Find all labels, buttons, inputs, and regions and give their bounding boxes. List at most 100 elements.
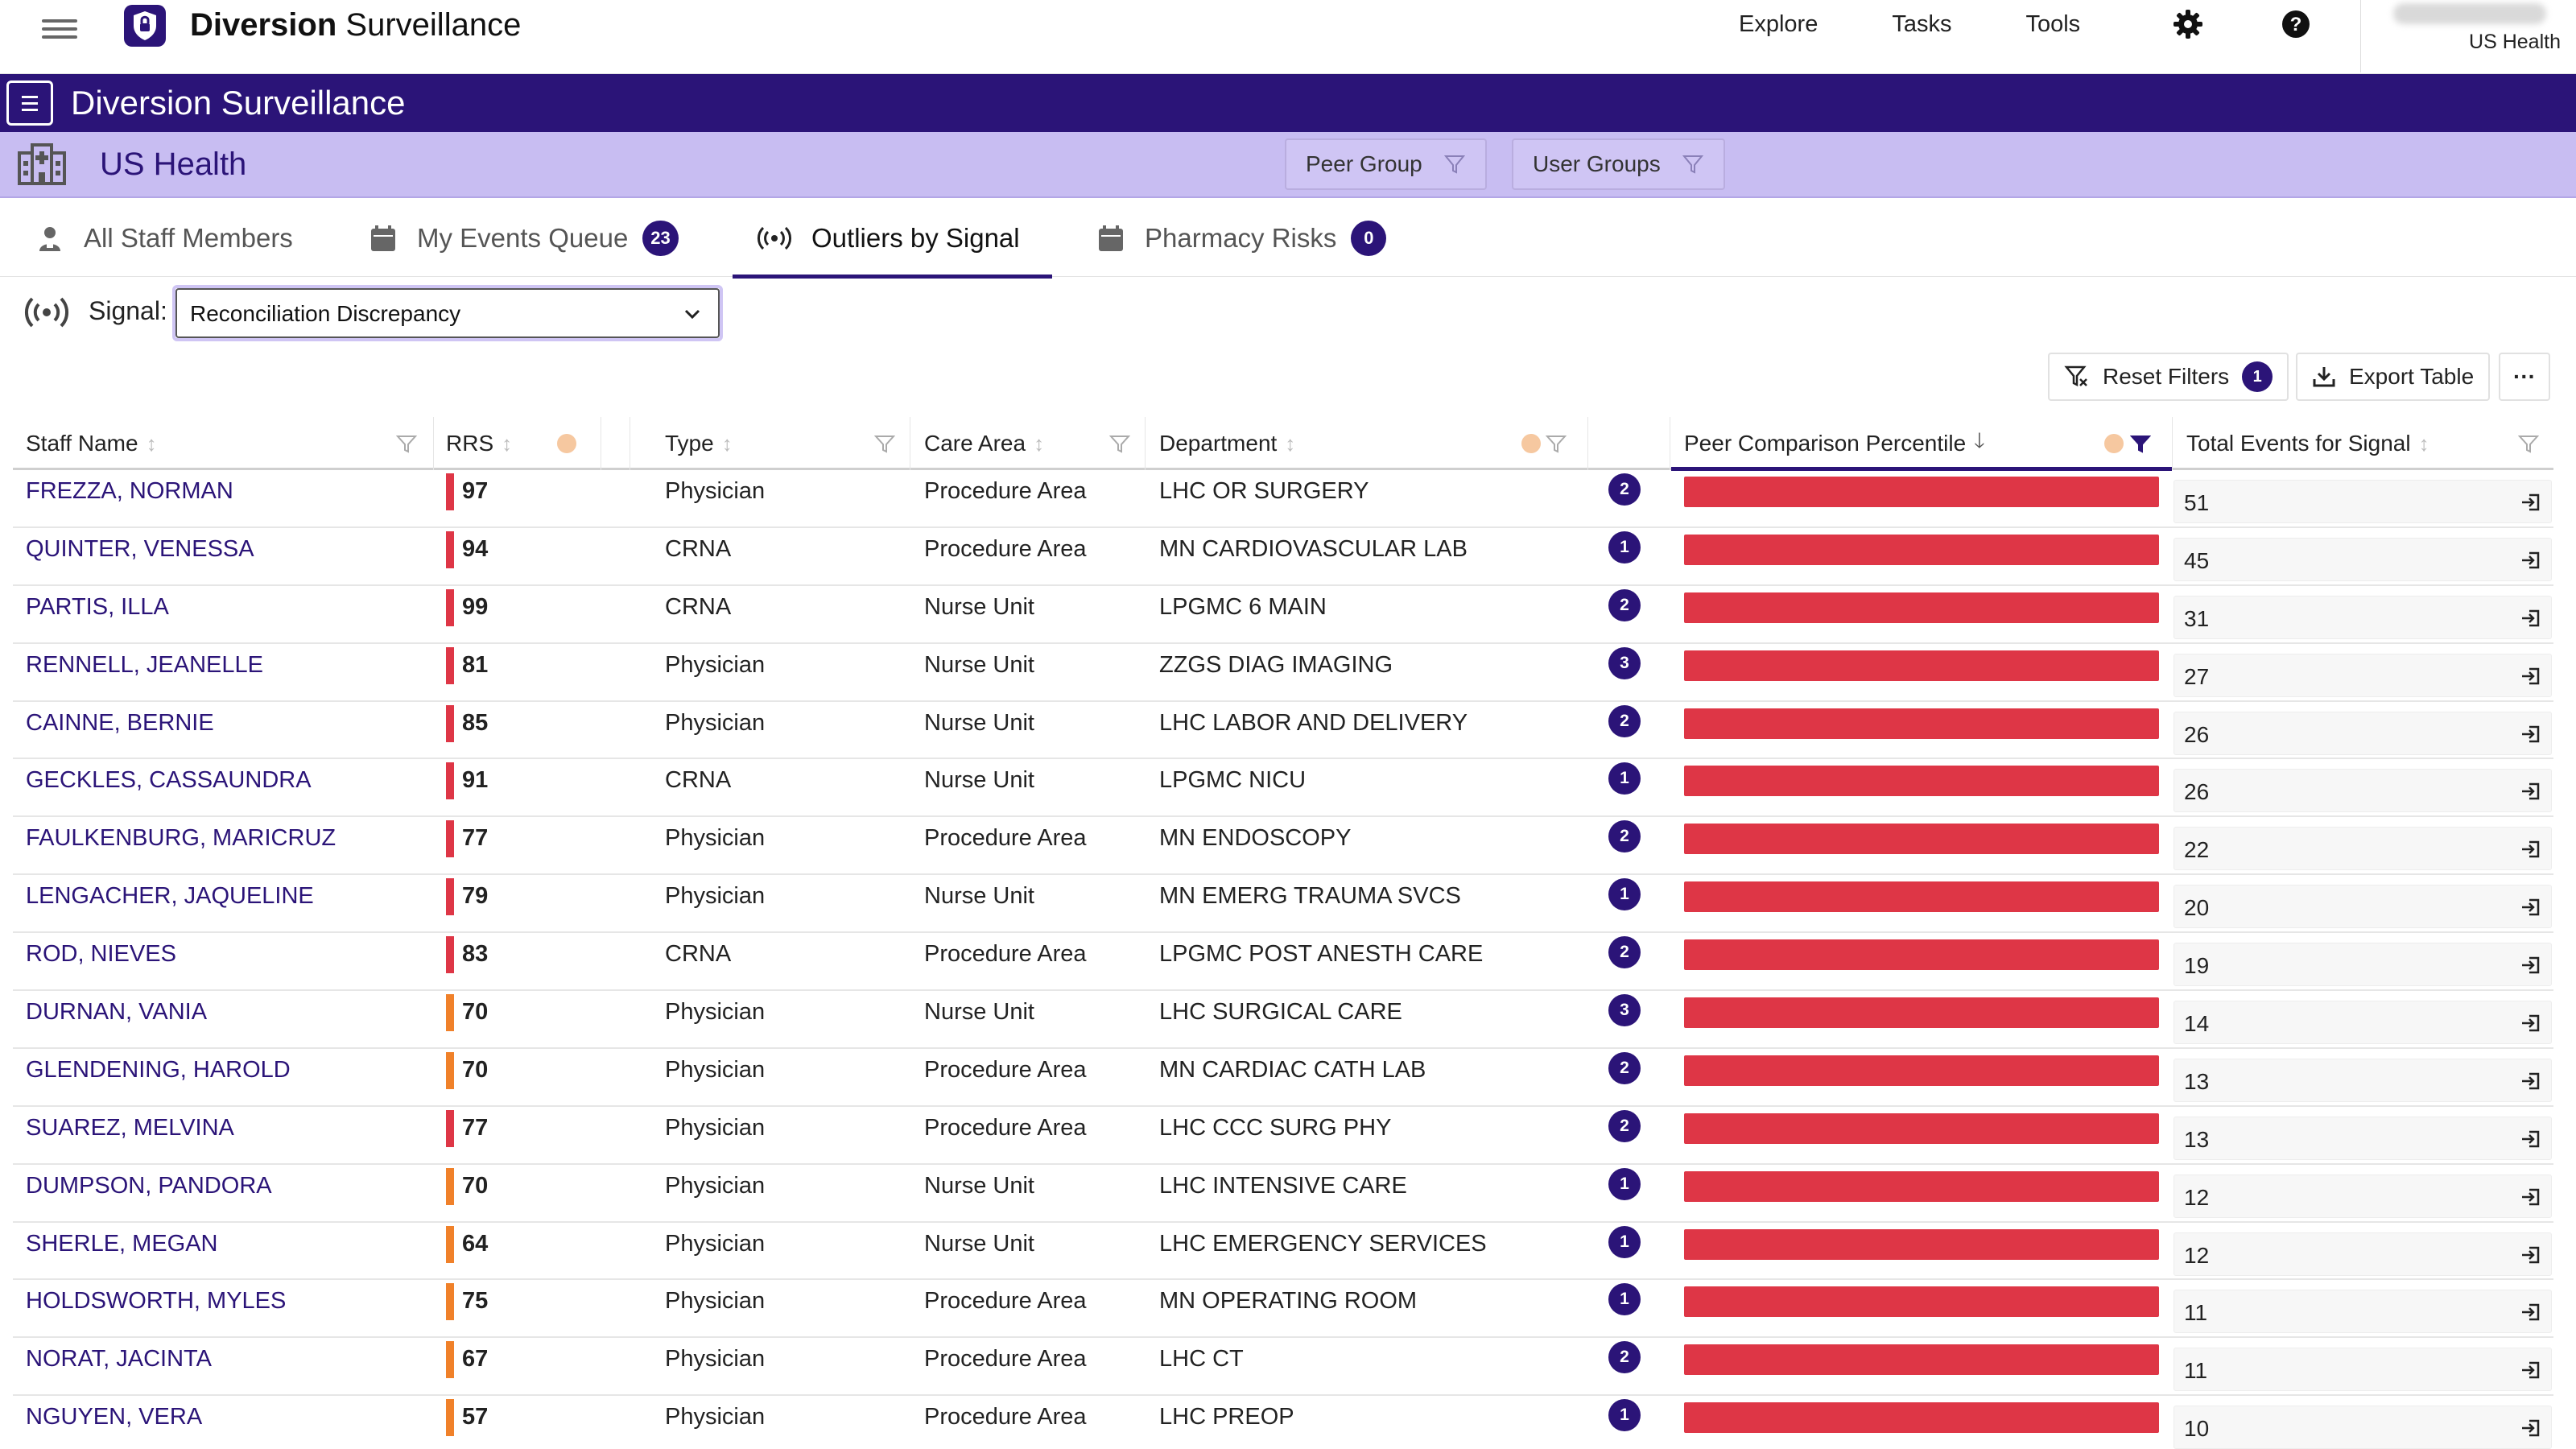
user-groups-label: User Groups: [1533, 151, 1661, 176]
open-details-icon[interactable]: [2519, 1069, 2543, 1093]
total-events-value: 22: [2184, 837, 2210, 863]
nav-tasks[interactable]: Tasks: [1892, 10, 1952, 37]
column-filter-icon[interactable]: [2518, 434, 2539, 455]
open-details-icon[interactable]: [2519, 1416, 2543, 1440]
open-details-icon[interactable]: [2519, 1185, 2543, 1209]
peer-group-filter[interactable]: Peer Group: [1285, 138, 1487, 190]
open-details-icon[interactable]: [2519, 664, 2543, 688]
col-total-events-for-signal[interactable]: Total Events for Signal ↕: [2174, 417, 2429, 470]
active-filter-icon[interactable]: [2130, 434, 2151, 455]
gear-icon[interactable]: [2170, 6, 2206, 42]
total-events-cell: 13: [2174, 1116, 2552, 1160]
peer-percentile-bar: [1684, 1170, 2159, 1202]
staff-name-link[interactable]: CAINNE, BERNIE: [26, 709, 214, 736]
open-details-icon[interactable]: [2519, 895, 2543, 919]
total-events-value: 27: [2184, 663, 2210, 689]
open-details-icon[interactable]: [2519, 1243, 2543, 1267]
open-details-icon[interactable]: [2519, 548, 2543, 572]
staff-name-link[interactable]: SHERLE, MEGAN: [26, 1230, 218, 1257]
signal-count-badge: 1: [1608, 762, 1641, 795]
total-events-cell: 45: [2174, 537, 2552, 581]
open-details-icon[interactable]: [2519, 1358, 2543, 1382]
hamburger-menu-icon[interactable]: [42, 14, 77, 43]
signal-dropdown[interactable]: Reconciliation Discrepancy: [172, 285, 723, 341]
staff-name-link[interactable]: FREZZA, NORMAN: [26, 478, 233, 504]
info-icon[interactable]: [2104, 434, 2124, 453]
department: MN CARDIOVASCULAR LAB: [1159, 535, 1468, 562]
care-area: Procedure Area: [924, 1404, 1087, 1430]
rrs-value: 70: [462, 999, 489, 1026]
tab-outliers-by-signal[interactable]: Outliers by Signal: [733, 200, 1052, 279]
staff-name-link[interactable]: PARTIS, ILLA: [26, 593, 169, 620]
open-details-icon[interactable]: [2519, 722, 2543, 746]
peer-percentile-bar: [1684, 592, 2159, 623]
open-details-icon[interactable]: [2519, 953, 2543, 977]
column-filter-icon[interactable]: [1546, 434, 1567, 455]
col-staff-name[interactable]: Staff Name ↕: [13, 417, 157, 470]
user-groups-filter[interactable]: User Groups: [1512, 138, 1725, 190]
open-details-icon[interactable]: [2519, 606, 2543, 630]
staff-name-link[interactable]: GECKLES, CASSAUNDRA: [26, 767, 312, 794]
nav-explore[interactable]: Explore: [1739, 10, 1818, 37]
info-icon[interactable]: [1521, 434, 1541, 453]
help-icon[interactable]: ?: [2278, 6, 2314, 42]
open-details-icon[interactable]: [2519, 1011, 2543, 1035]
open-details-icon[interactable]: [2519, 779, 2543, 803]
staff-name-link[interactable]: GLENDENING, HAROLD: [26, 1056, 291, 1083]
info-icon[interactable]: [557, 434, 576, 453]
staff-type: Physician: [665, 1346, 766, 1373]
staff-name-link[interactable]: NGUYEN, VERA: [26, 1404, 203, 1430]
column-filter-icon[interactable]: [874, 434, 895, 455]
col-label: Department: [1159, 431, 1278, 456]
care-area: Nurse Unit: [924, 999, 1034, 1026]
side-menu-button[interactable]: [6, 80, 53, 126]
staff-name-link[interactable]: NORAT, JACINTA: [26, 1346, 212, 1373]
nav-tools[interactable]: Tools: [2025, 10, 2081, 37]
column-filter-icon[interactable]: [396, 434, 417, 455]
open-details-icon[interactable]: [2519, 490, 2543, 514]
tab-label: Outliers by Signal: [811, 223, 1020, 253]
open-details-icon[interactable]: [2519, 1127, 2543, 1151]
staff-name-link[interactable]: QUINTER, VENESSA: [26, 535, 254, 562]
col-department[interactable]: Department ↕: [1146, 417, 1295, 470]
staff-name-link[interactable]: RENNELL, JEANELLE: [26, 651, 263, 678]
total-events-value: 11: [2184, 1358, 2208, 1384]
more-options-button[interactable]: ···: [2499, 353, 2550, 401]
col-rrs[interactable]: RRS ↕: [433, 417, 512, 470]
open-details-icon[interactable]: [2519, 1300, 2543, 1324]
col-type[interactable]: Type ↕: [652, 417, 733, 470]
peer-percentile-bar: [1684, 708, 2159, 739]
signal-icon: [24, 297, 69, 328]
rrs-value: 75: [462, 1288, 489, 1315]
staff-name-link[interactable]: ROD, NIEVES: [26, 941, 176, 968]
staff-name-link[interactable]: HOLDSWORTH, MYLES: [26, 1288, 287, 1315]
tab-my-events-queue[interactable]: My Events Queue 23: [369, 200, 679, 277]
signal-count-badge: 1: [1608, 1283, 1641, 1316]
column-filter-icon[interactable]: [1109, 434, 1130, 455]
col-peer-comparison-percentile[interactable]: Peer Comparison Percentile 🡓: [1671, 417, 1985, 470]
staff-name-link[interactable]: FAULKENBURG, MARICRUZ: [26, 825, 336, 852]
outliers-table: Staff Name ↕ RRS ↕ Type ↕ Care Area ↕ Depart…: [13, 417, 2553, 1449]
staff-type: CRNA: [665, 593, 732, 620]
more-options-icon: ···: [2513, 364, 2536, 389]
rrs-risk-indicator: [446, 1051, 454, 1089]
user-menu[interactable]: US Health: [2360, 0, 2576, 72]
staff-name-link[interactable]: SUAREZ, MELVINA: [26, 1114, 234, 1141]
top-nav: Explore Tasks Tools: [1739, 8, 2154, 40]
rrs-value: 91: [462, 767, 489, 794]
table-row: DUMPSON, PANDORA 70 Physician Nurse Unit…: [13, 1165, 2553, 1223]
total-events-value: 19: [2184, 953, 2210, 979]
staff-type: Physician: [665, 478, 766, 504]
staff-name-link[interactable]: DURNAN, VANIA: [26, 999, 208, 1026]
department: LPGMC POST ANESTH CARE: [1159, 941, 1484, 968]
open-details-icon[interactable]: [2519, 837, 2543, 861]
staff-name-link[interactable]: DUMPSON, PANDORA: [26, 1172, 272, 1199]
tab-pharmacy-risks[interactable]: Pharmacy Risks 0: [1096, 200, 1387, 277]
svg-text:?: ?: [2290, 14, 2302, 35]
tab-all-staff-members[interactable]: All Staff Members: [35, 200, 293, 277]
reset-filters-button[interactable]: Reset Filters 1: [2048, 353, 2289, 401]
staff-name-link[interactable]: LENGACHER, JAQUELINE: [26, 883, 314, 910]
col-care-area[interactable]: Care Area ↕: [911, 417, 1044, 470]
export-table-button[interactable]: Export Table: [2296, 353, 2491, 401]
org-band: US Health Peer Group User Groups: [0, 132, 2576, 198]
